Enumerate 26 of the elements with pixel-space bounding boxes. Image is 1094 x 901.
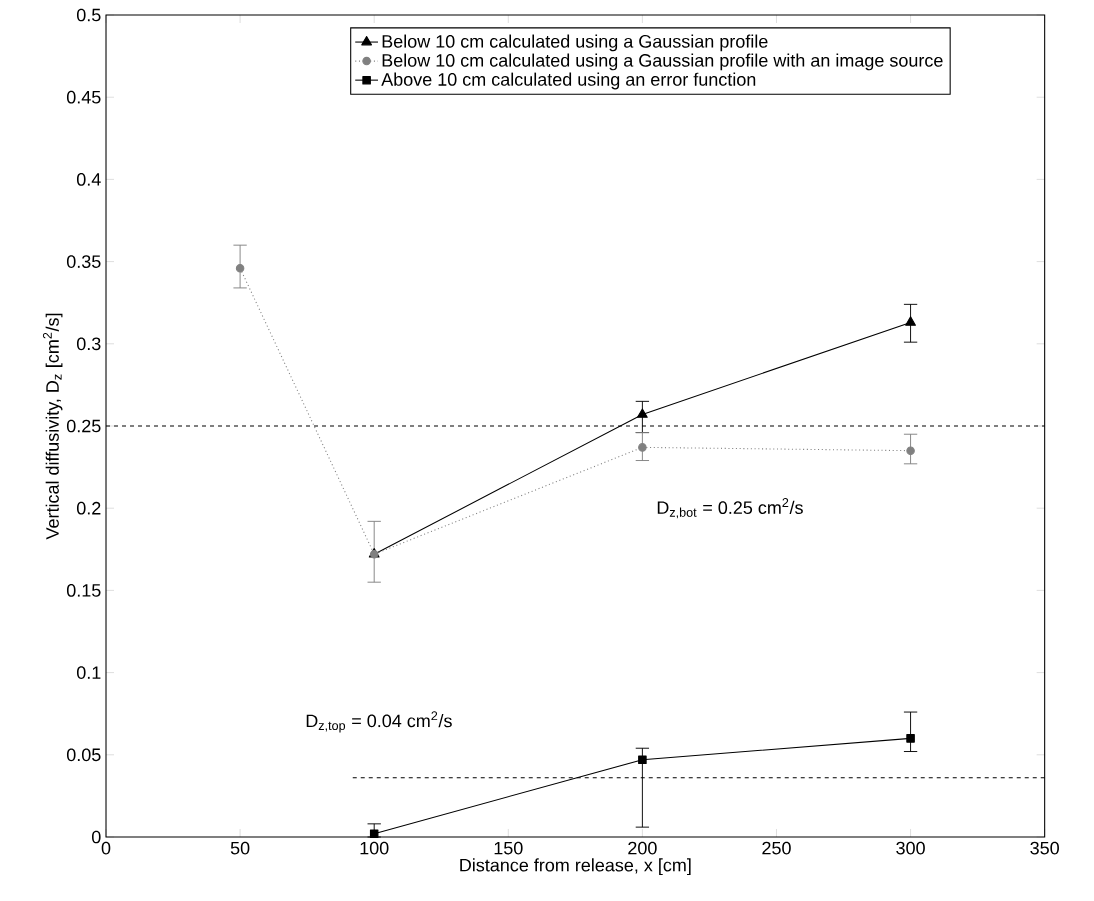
- y-tick-label: 0.25: [66, 419, 101, 433]
- y-tick-label: 0.2: [76, 501, 101, 515]
- y-axis-title: Vertical diffusivity, D$_{z}$ [cm$^{2}$/s]: [42, 313, 63, 540]
- y-tick-label: 0.05: [66, 748, 101, 762]
- legend-label: Below 10 cm calculated using a Gaussian profile with an image source: [382, 53, 943, 71]
- y-tick-label: 0.1: [76, 666, 101, 679]
- y-tick-label: 0.15: [66, 584, 101, 597]
- annotation: D$_{z,bot}$ = 0.25 cm$^{2}$/s: [657, 498, 803, 519]
- x-tick-label: 0: [101, 841, 111, 855]
- x-tick-label: 100: [360, 841, 389, 855]
- x-tick-label: 250: [762, 841, 791, 855]
- y-tick-label: 0.3: [76, 337, 101, 351]
- y-tick-label: 0.4: [76, 173, 101, 186]
- x-tick-label: 150: [494, 841, 523, 855]
- y-tick-label: 0.45: [66, 90, 101, 104]
- x-tick-label: 200: [628, 841, 657, 855]
- annotation: D$_{z,top}$ = 0.04 cm$^{2}$/s: [306, 711, 452, 733]
- legend-label: Below 10 cm calculated using a Gaussian profile: [382, 34, 768, 52]
- y-tick-label: 0: [91, 830, 101, 844]
- x-axis-title: Distance from release, x [cm]: [460, 858, 691, 876]
- y-tick-label: 0.5: [76, 8, 101, 22]
- legend-label: Above 10 cm calculated using an error function: [381, 72, 756, 90]
- x-tick-label: 300: [896, 841, 925, 855]
- x-tick-label: 350: [1030, 841, 1059, 855]
- x-tick-label: 50: [230, 841, 250, 855]
- y-tick-label: 0.35: [66, 255, 101, 268]
